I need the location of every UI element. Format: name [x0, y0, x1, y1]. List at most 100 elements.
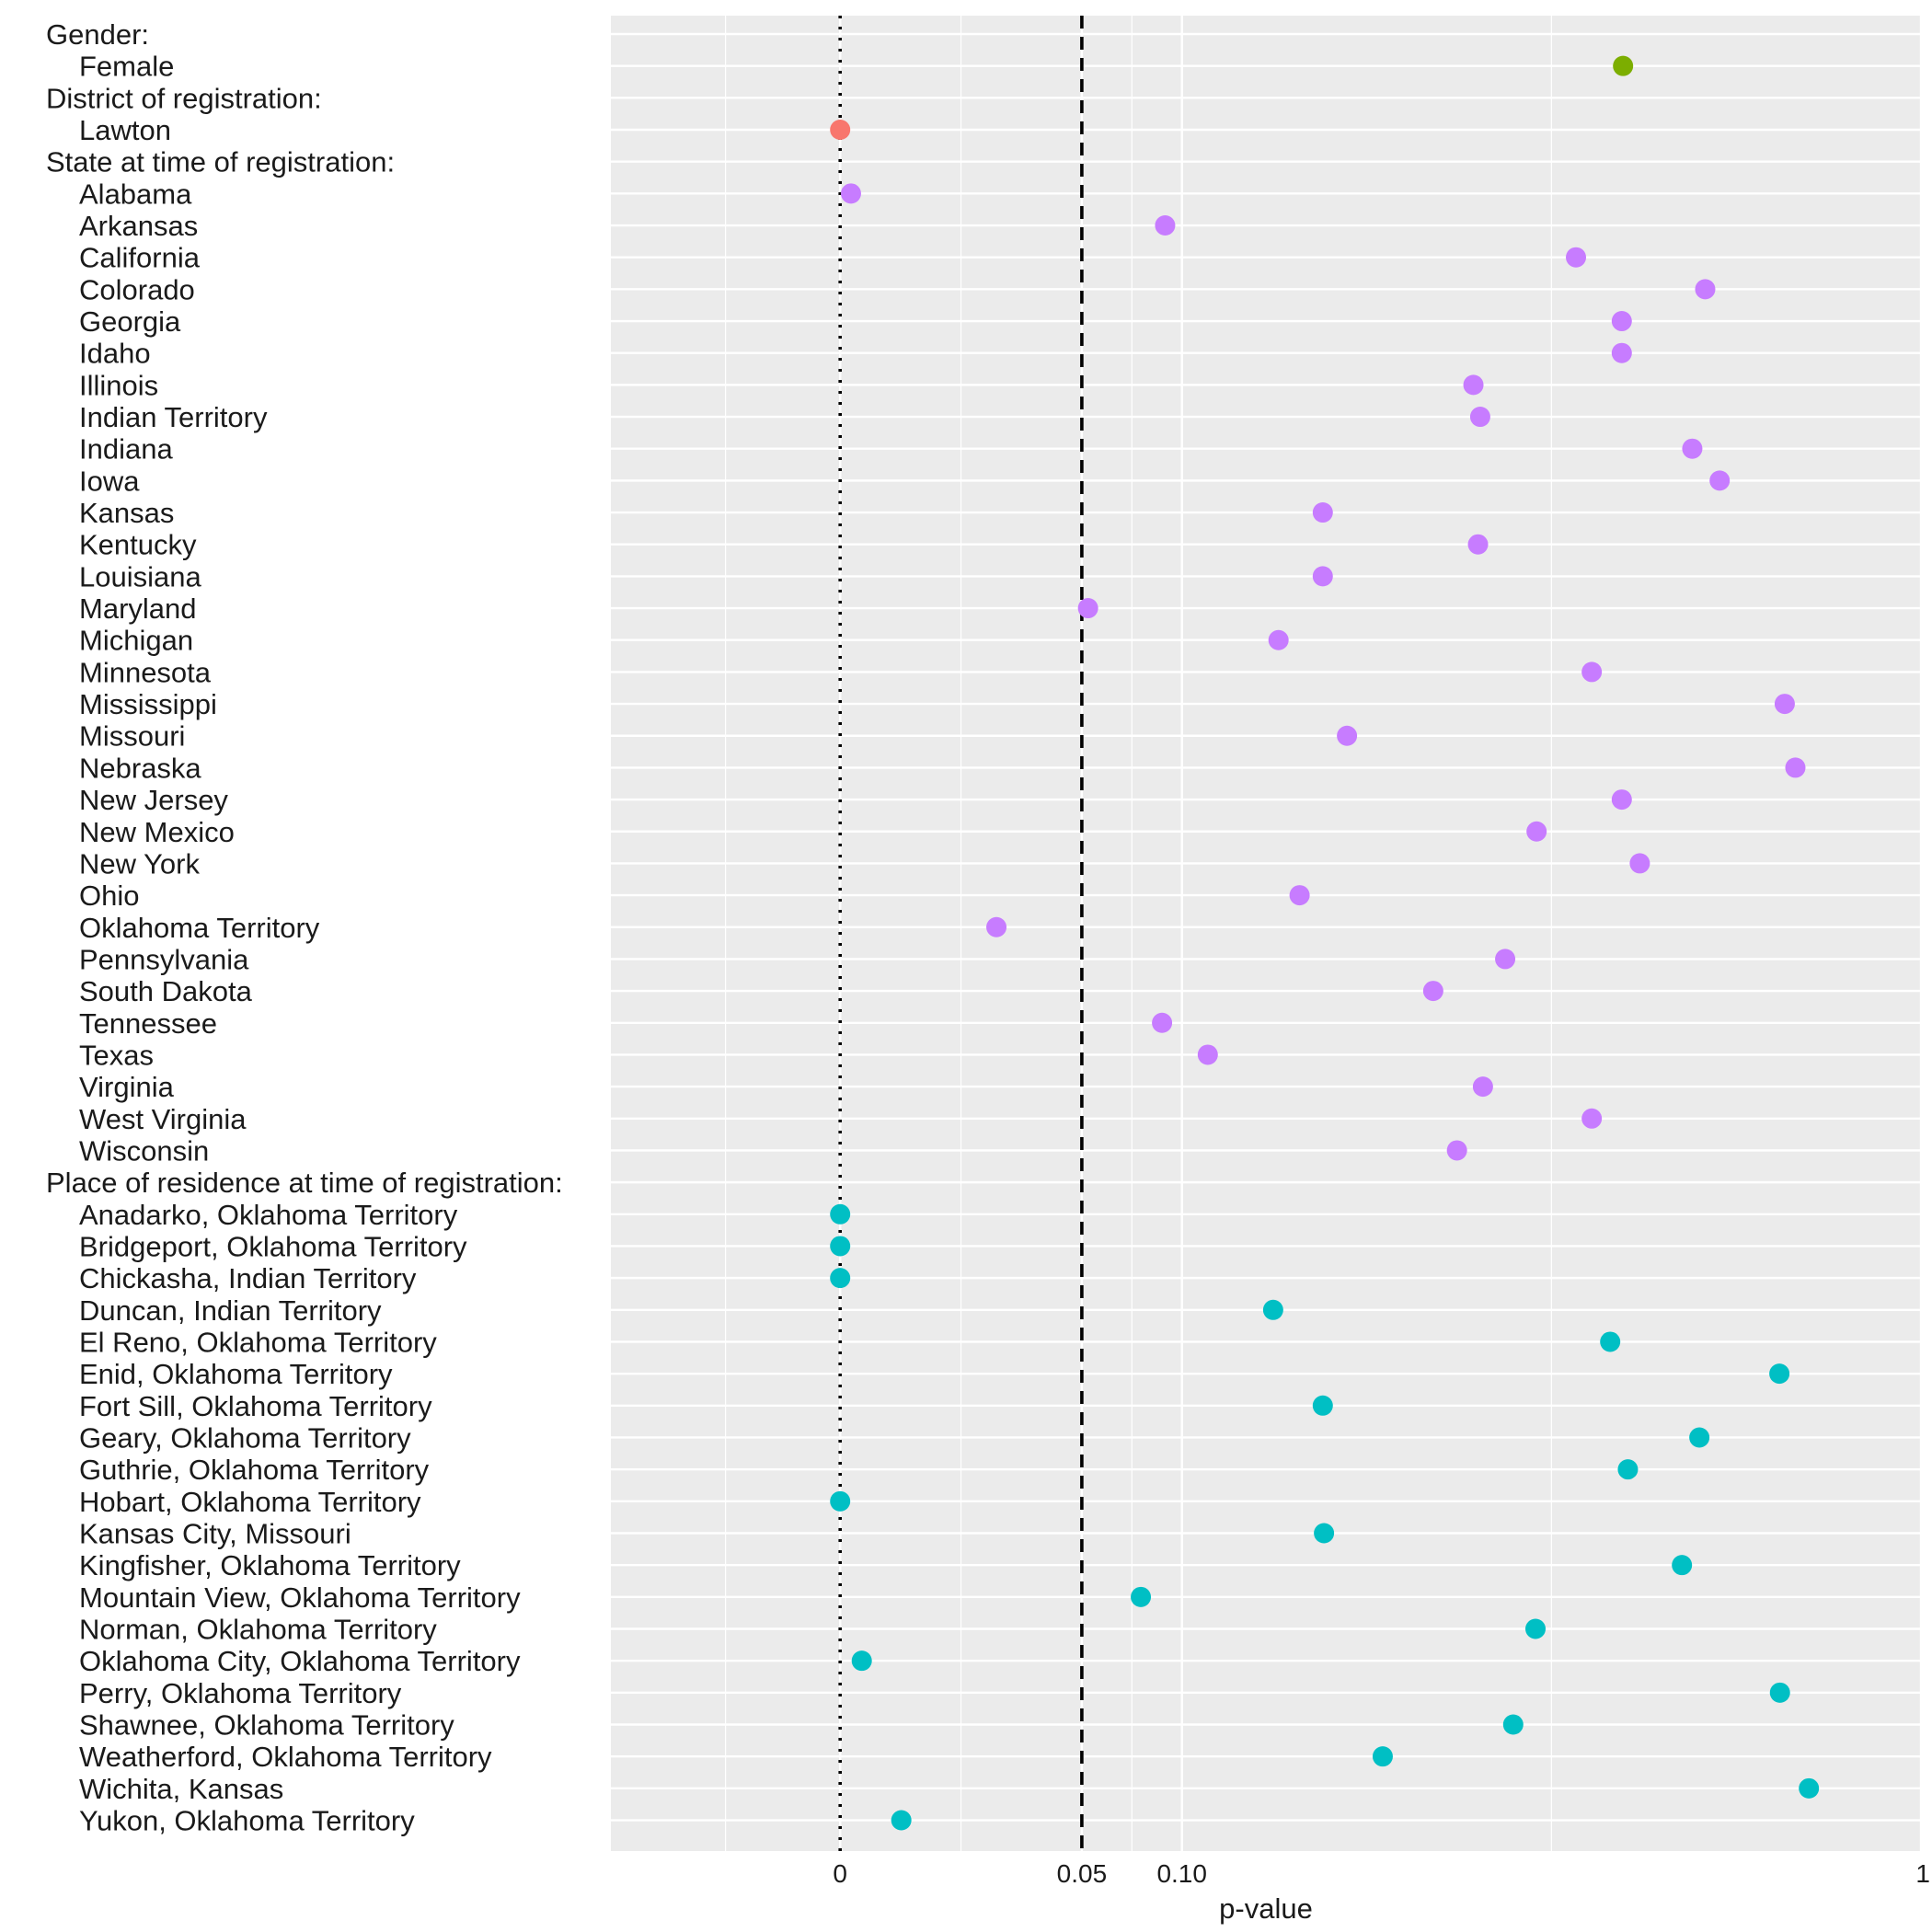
data-point: [1769, 1682, 1790, 1703]
data-point: [1467, 534, 1489, 555]
data-point: [1469, 407, 1490, 428]
data-point: [986, 916, 1007, 937]
data-point: [1312, 566, 1333, 587]
x-axis: 0 0.05 0.10 1: [833, 1859, 1930, 1888]
row-label: Enid, Oklahoma Territory: [79, 1358, 393, 1390]
row-label: New Mexico: [79, 816, 235, 848]
data-point: [1262, 1299, 1283, 1320]
row-label: Ohio: [79, 880, 139, 912]
data-point: [1472, 1076, 1493, 1098]
row-label: Perry, Oklahoma Territory: [79, 1677, 402, 1709]
data-point: [1422, 981, 1443, 1002]
data-point: [1155, 215, 1176, 236]
data-point: [1446, 1140, 1467, 1161]
x-tick-label: 0.05: [1057, 1859, 1108, 1888]
row-label: New Jersey: [79, 784, 228, 816]
row-label: South Dakota: [79, 975, 253, 1007]
row-label: Nebraska: [79, 752, 201, 784]
row-label: Georgia: [79, 305, 181, 338]
row-label: Geary, Oklahoma Territory: [79, 1421, 411, 1454]
data-point: [1581, 661, 1603, 683]
data-point: [830, 1268, 851, 1289]
row-label: Wisconsin: [79, 1134, 209, 1167]
row-label: Mountain View, Oklahoma Territory: [79, 1581, 521, 1614]
data-point: [891, 1810, 912, 1831]
row-label: Virginia: [79, 1071, 175, 1103]
group-header-label: District of registration:: [46, 82, 322, 114]
group-header-label: Gender:: [46, 18, 149, 51]
row-label: Pennsylvania: [79, 943, 249, 975]
row-label: Chickasha, Indian Territory: [79, 1262, 417, 1294]
row-label: Alabama: [79, 178, 192, 210]
row-label: Mississippi: [79, 688, 217, 720]
data-point: [1709, 470, 1731, 491]
row-label: California: [79, 242, 201, 274]
row-label: Michigan: [79, 625, 193, 657]
data-point: [1799, 1777, 1820, 1799]
data-point: [1611, 311, 1632, 332]
row-label: Anadarko, Oklahoma Territory: [79, 1199, 458, 1231]
data-point: [1314, 1523, 1335, 1544]
row-label: El Reno, Oklahoma Territory: [79, 1326, 437, 1358]
data-point: [1774, 694, 1795, 715]
row-label: New York: [79, 847, 200, 880]
data-point: [1581, 1108, 1603, 1129]
row-label: West Virginia: [79, 1103, 247, 1135]
data-point: [1566, 247, 1587, 268]
row-label: Texas: [79, 1039, 154, 1071]
data-point: [1672, 1555, 1693, 1576]
group-header-label: State at time of registration:: [46, 146, 395, 178]
data-point: [830, 1236, 851, 1257]
row-label: Oklahoma Territory: [79, 912, 320, 944]
data-point: [1312, 1395, 1333, 1416]
data-point: [1611, 342, 1632, 363]
x-tick-label: 0: [833, 1859, 847, 1888]
data-point: [1077, 598, 1098, 619]
data-point: [851, 1650, 872, 1672]
row-label: Arkansas: [79, 210, 198, 242]
data-point: [840, 183, 861, 204]
row-label: Maryland: [79, 592, 197, 625]
data-points: [830, 55, 1820, 1831]
data-point: [1769, 1363, 1790, 1385]
row-label: Guthrie, Oklahoma Territory: [79, 1454, 430, 1486]
row-label: Wichita, Kansas: [79, 1773, 283, 1805]
x-axis-title: p-value: [1219, 1892, 1313, 1925]
data-point: [1131, 1586, 1152, 1607]
x-tick-label: 0.10: [1156, 1859, 1207, 1888]
data-point: [830, 1203, 851, 1225]
data-point: [1312, 502, 1333, 523]
row-label: Female: [79, 51, 174, 83]
data-point: [1495, 949, 1516, 970]
group-header-label: Place of residence at time of registrati…: [46, 1167, 563, 1199]
row-label: Louisiana: [79, 560, 201, 592]
row-label: Indiana: [79, 433, 173, 466]
data-point: [1695, 279, 1716, 300]
data-point: [1785, 757, 1806, 778]
row-label: Idaho: [79, 338, 151, 370]
data-point: [1337, 725, 1358, 746]
row-label: Illinois: [79, 369, 158, 401]
row-label: Fort Sill, Oklahoma Territory: [79, 1390, 432, 1422]
data-point: [1617, 1459, 1639, 1480]
row-label: Lawton: [79, 114, 171, 146]
data-point: [1525, 1618, 1547, 1639]
data-point: [830, 1490, 851, 1512]
data-point: [1372, 1746, 1393, 1767]
row-label: Tennessee: [79, 1007, 217, 1040]
data-point: [1629, 853, 1650, 874]
row-label: Kingfisher, Oklahoma Territory: [79, 1549, 461, 1581]
data-point: [1613, 55, 1634, 76]
row-label: Weatherford, Oklahoma Territory: [79, 1741, 492, 1773]
row-label: Oklahoma City, Oklahoma Territory: [79, 1645, 521, 1677]
data-point: [1197, 1044, 1218, 1065]
data-point: [1611, 789, 1632, 811]
data-point: [1289, 885, 1310, 906]
plot-panel: [611, 16, 1923, 1851]
x-tick-label: 1: [1915, 1859, 1930, 1888]
row-label: Kansas City, Missouri: [79, 1517, 351, 1549]
row-label: Yukon, Oklahoma Territory: [79, 1805, 415, 1837]
row-label: Norman, Oklahoma Territory: [79, 1614, 437, 1646]
